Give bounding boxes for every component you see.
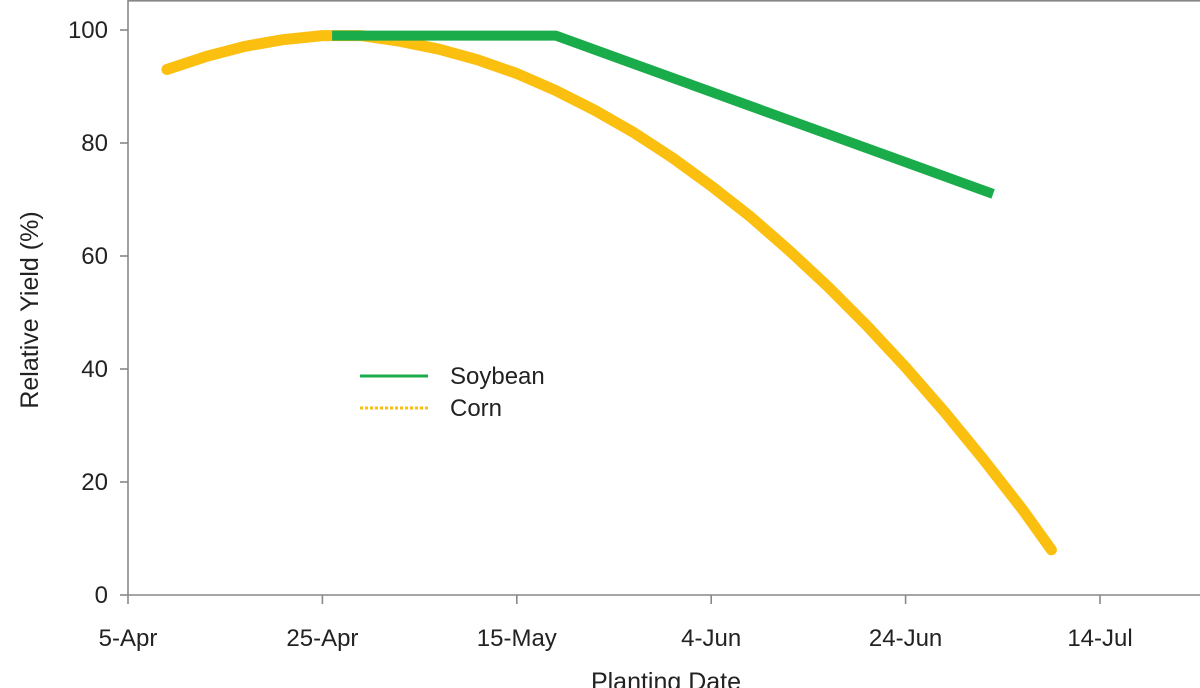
x-tick-label: 25-Apr — [286, 625, 358, 652]
y-tick-label: 60 — [81, 243, 108, 270]
x-ticks: 5-Apr 25-Apr 15-May 4-Jun 24-Jun 14-Jul — [99, 595, 1133, 652]
x-tick-label: 24-Jun — [869, 625, 942, 652]
corn-series-line — [161, 30, 1057, 556]
x-axis-title: Planting Date — [591, 668, 741, 688]
y-tick-label: 20 — [81, 469, 108, 496]
soybean-series-line — [332, 30, 995, 199]
axes — [127, 0, 1200, 596]
y-tick-label: 0 — [95, 582, 108, 609]
y-axis-title: Relative Yield (%) — [16, 211, 44, 408]
x-tick-label: 5-Apr — [99, 625, 158, 652]
soybean-legend-label: Soybean — [450, 363, 545, 390]
y-tick-label: 100 — [68, 17, 108, 44]
x-tick-label: 15-May — [477, 625, 557, 652]
y-ticks: 0 20 40 60 80 100 — [68, 17, 128, 609]
y-tick-label: 40 — [81, 356, 108, 383]
corn-legend-label: Corn — [450, 395, 502, 422]
legend: Soybean Corn — [360, 363, 545, 422]
x-tick-label: 4-Jun — [681, 625, 741, 652]
series-layer — [161, 30, 1057, 556]
y-tick-label: 80 — [81, 130, 108, 157]
x-tick-label: 14-Jul — [1067, 625, 1132, 652]
